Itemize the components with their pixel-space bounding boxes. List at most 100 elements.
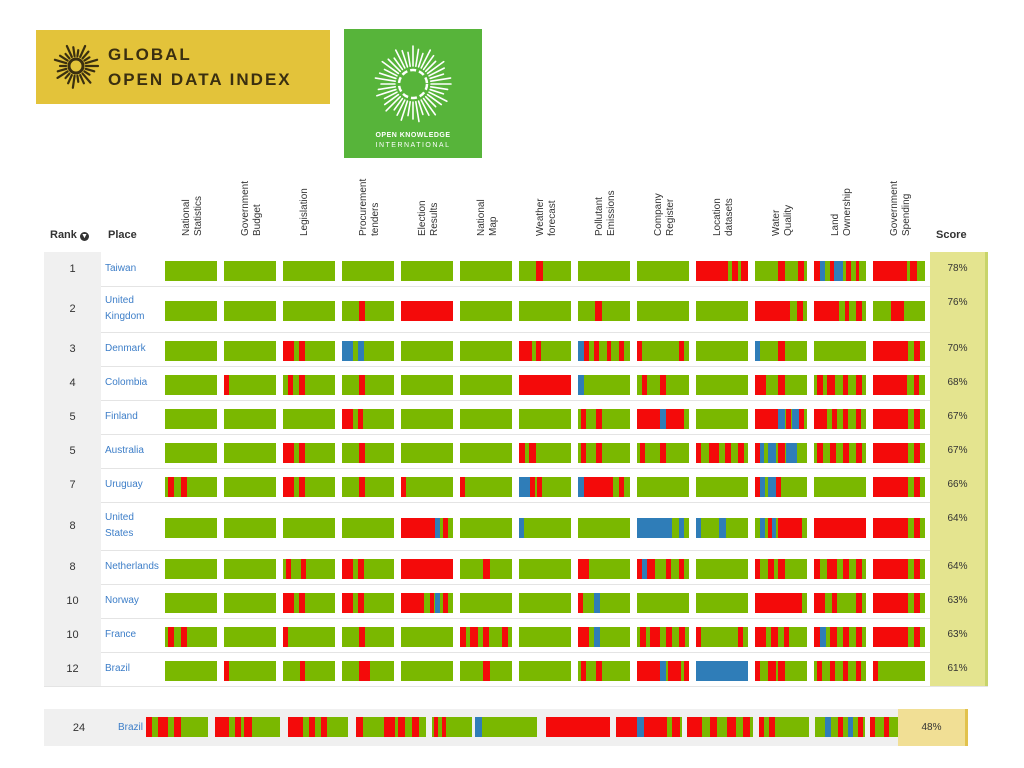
dataset-bar[interactable]: [215, 717, 280, 737]
dataset-bar[interactable]: [165, 443, 217, 463]
dataset-bar[interactable]: [165, 409, 217, 429]
dataset-bar[interactable]: [637, 443, 689, 463]
place-link[interactable]: Colombia: [105, 377, 148, 388]
dataset-bar[interactable]: [342, 301, 394, 321]
dataset-bar[interactable]: [759, 717, 809, 737]
dataset-bar[interactable]: [578, 627, 630, 647]
dataset-bar[interactable]: [873, 593, 925, 613]
dataset-bar[interactable]: [401, 443, 453, 463]
dataset-bar[interactable]: [637, 559, 689, 579]
dataset-bar[interactable]: [283, 518, 335, 538]
dataset-bar[interactable]: [165, 593, 217, 613]
dataset-bar[interactable]: [755, 443, 807, 463]
dataset-bar[interactable]: [873, 627, 925, 647]
dataset-bar[interactable]: [616, 717, 682, 737]
dataset-bar[interactable]: [755, 477, 807, 497]
dataset-bar[interactable]: [224, 341, 276, 361]
dataset-bar[interactable]: [401, 261, 453, 281]
dataset-bar[interactable]: [873, 518, 925, 538]
dataset-bar[interactable]: [696, 477, 748, 497]
dataset-bar[interactable]: [814, 559, 866, 579]
dataset-bar[interactable]: [342, 341, 394, 361]
dataset-bar[interactable]: [755, 301, 807, 321]
dataset-bar[interactable]: [578, 477, 630, 497]
dataset-bar[interactable]: [814, 593, 866, 613]
dataset-bar[interactable]: [755, 559, 807, 579]
dataset-bar[interactable]: [519, 261, 571, 281]
dataset-bar[interactable]: [578, 661, 630, 681]
dataset-bar[interactable]: [814, 301, 866, 321]
dataset-bar[interactable]: [283, 301, 335, 321]
place-link[interactable]: Denmark: [105, 343, 146, 354]
dataset-bar[interactable]: [224, 477, 276, 497]
dataset-bar[interactable]: [342, 661, 394, 681]
dataset-bar[interactable]: [637, 661, 689, 681]
dataset-bar[interactable]: [755, 375, 807, 395]
dataset-bar[interactable]: [578, 375, 630, 395]
dataset-bar[interactable]: [814, 627, 866, 647]
dataset-bar[interactable]: [283, 627, 335, 647]
dataset-bar[interactable]: [519, 627, 571, 647]
place-link[interactable]: United States: [105, 512, 134, 539]
dataset-bar[interactable]: [224, 301, 276, 321]
dataset-bar[interactable]: [578, 593, 630, 613]
dataset-bar[interactable]: [519, 477, 571, 497]
dataset-bar[interactable]: [401, 341, 453, 361]
dataset-bar[interactable]: [755, 518, 807, 538]
score-header[interactable]: Score: [936, 229, 967, 241]
dataset-bar[interactable]: [342, 375, 394, 395]
dataset-bar[interactable]: [578, 443, 630, 463]
dataset-bar[interactable]: [814, 477, 866, 497]
dataset-bar[interactable]: [342, 559, 394, 579]
dataset-bar[interactable]: [546, 717, 610, 737]
dataset-bar[interactable]: [401, 661, 453, 681]
place-link[interactable]: Taiwan: [105, 263, 137, 274]
place-link[interactable]: Uruguay: [105, 479, 143, 490]
dataset-bar[interactable]: [401, 375, 453, 395]
dataset-bar[interactable]: [873, 477, 925, 497]
dataset-bar[interactable]: [873, 661, 925, 681]
dataset-bar[interactable]: [283, 661, 335, 681]
place-link[interactable]: France: [105, 629, 137, 640]
dataset-bar[interactable]: [165, 477, 217, 497]
place-link[interactable]: Australia: [105, 445, 144, 456]
dataset-bar[interactable]: [873, 375, 925, 395]
dataset-bar[interactable]: [401, 477, 453, 497]
dataset-bar[interactable]: [460, 477, 512, 497]
dataset-bar[interactable]: [475, 717, 537, 737]
dataset-bar[interactable]: [637, 409, 689, 429]
place-link[interactable]: Norway: [105, 595, 139, 606]
dataset-bar[interactable]: [637, 518, 689, 538]
dataset-bar[interactable]: [755, 261, 807, 281]
dataset-bar[interactable]: [283, 409, 335, 429]
dataset-bar[interactable]: [165, 627, 217, 647]
dataset-bar[interactable]: [288, 717, 348, 737]
place-link[interactable]: Finland: [105, 411, 138, 422]
dataset-bar[interactable]: [519, 301, 571, 321]
dataset-bar[interactable]: [224, 375, 276, 395]
dataset-bar[interactable]: [696, 409, 748, 429]
place-link[interactable]: United Kingdom: [105, 295, 145, 322]
sort-down-icon[interactable]: ▼: [79, 232, 89, 241]
dataset-bar[interactable]: [432, 717, 472, 737]
dataset-bar[interactable]: [755, 661, 807, 681]
dataset-bar[interactable]: [873, 301, 925, 321]
rank-header[interactable]: Rank ▼: [50, 229, 89, 241]
dataset-bar[interactable]: [283, 443, 335, 463]
dataset-bar[interactable]: [637, 261, 689, 281]
dataset-bar[interactable]: [460, 341, 512, 361]
dataset-bar[interactable]: [578, 261, 630, 281]
dataset-bar[interactable]: [224, 627, 276, 647]
dataset-bar[interactable]: [342, 593, 394, 613]
dataset-bar[interactable]: [401, 559, 453, 579]
dataset-bar[interactable]: [755, 627, 807, 647]
dataset-bar[interactable]: [342, 261, 394, 281]
dataset-bar[interactable]: [637, 375, 689, 395]
dataset-bar[interactable]: [401, 518, 453, 538]
dataset-bar[interactable]: [146, 717, 208, 737]
dataset-bar[interactable]: [519, 593, 571, 613]
dataset-bar[interactable]: [637, 593, 689, 613]
dataset-bar[interactable]: [814, 375, 866, 395]
dataset-bar[interactable]: [637, 477, 689, 497]
dataset-bar[interactable]: [696, 661, 748, 681]
